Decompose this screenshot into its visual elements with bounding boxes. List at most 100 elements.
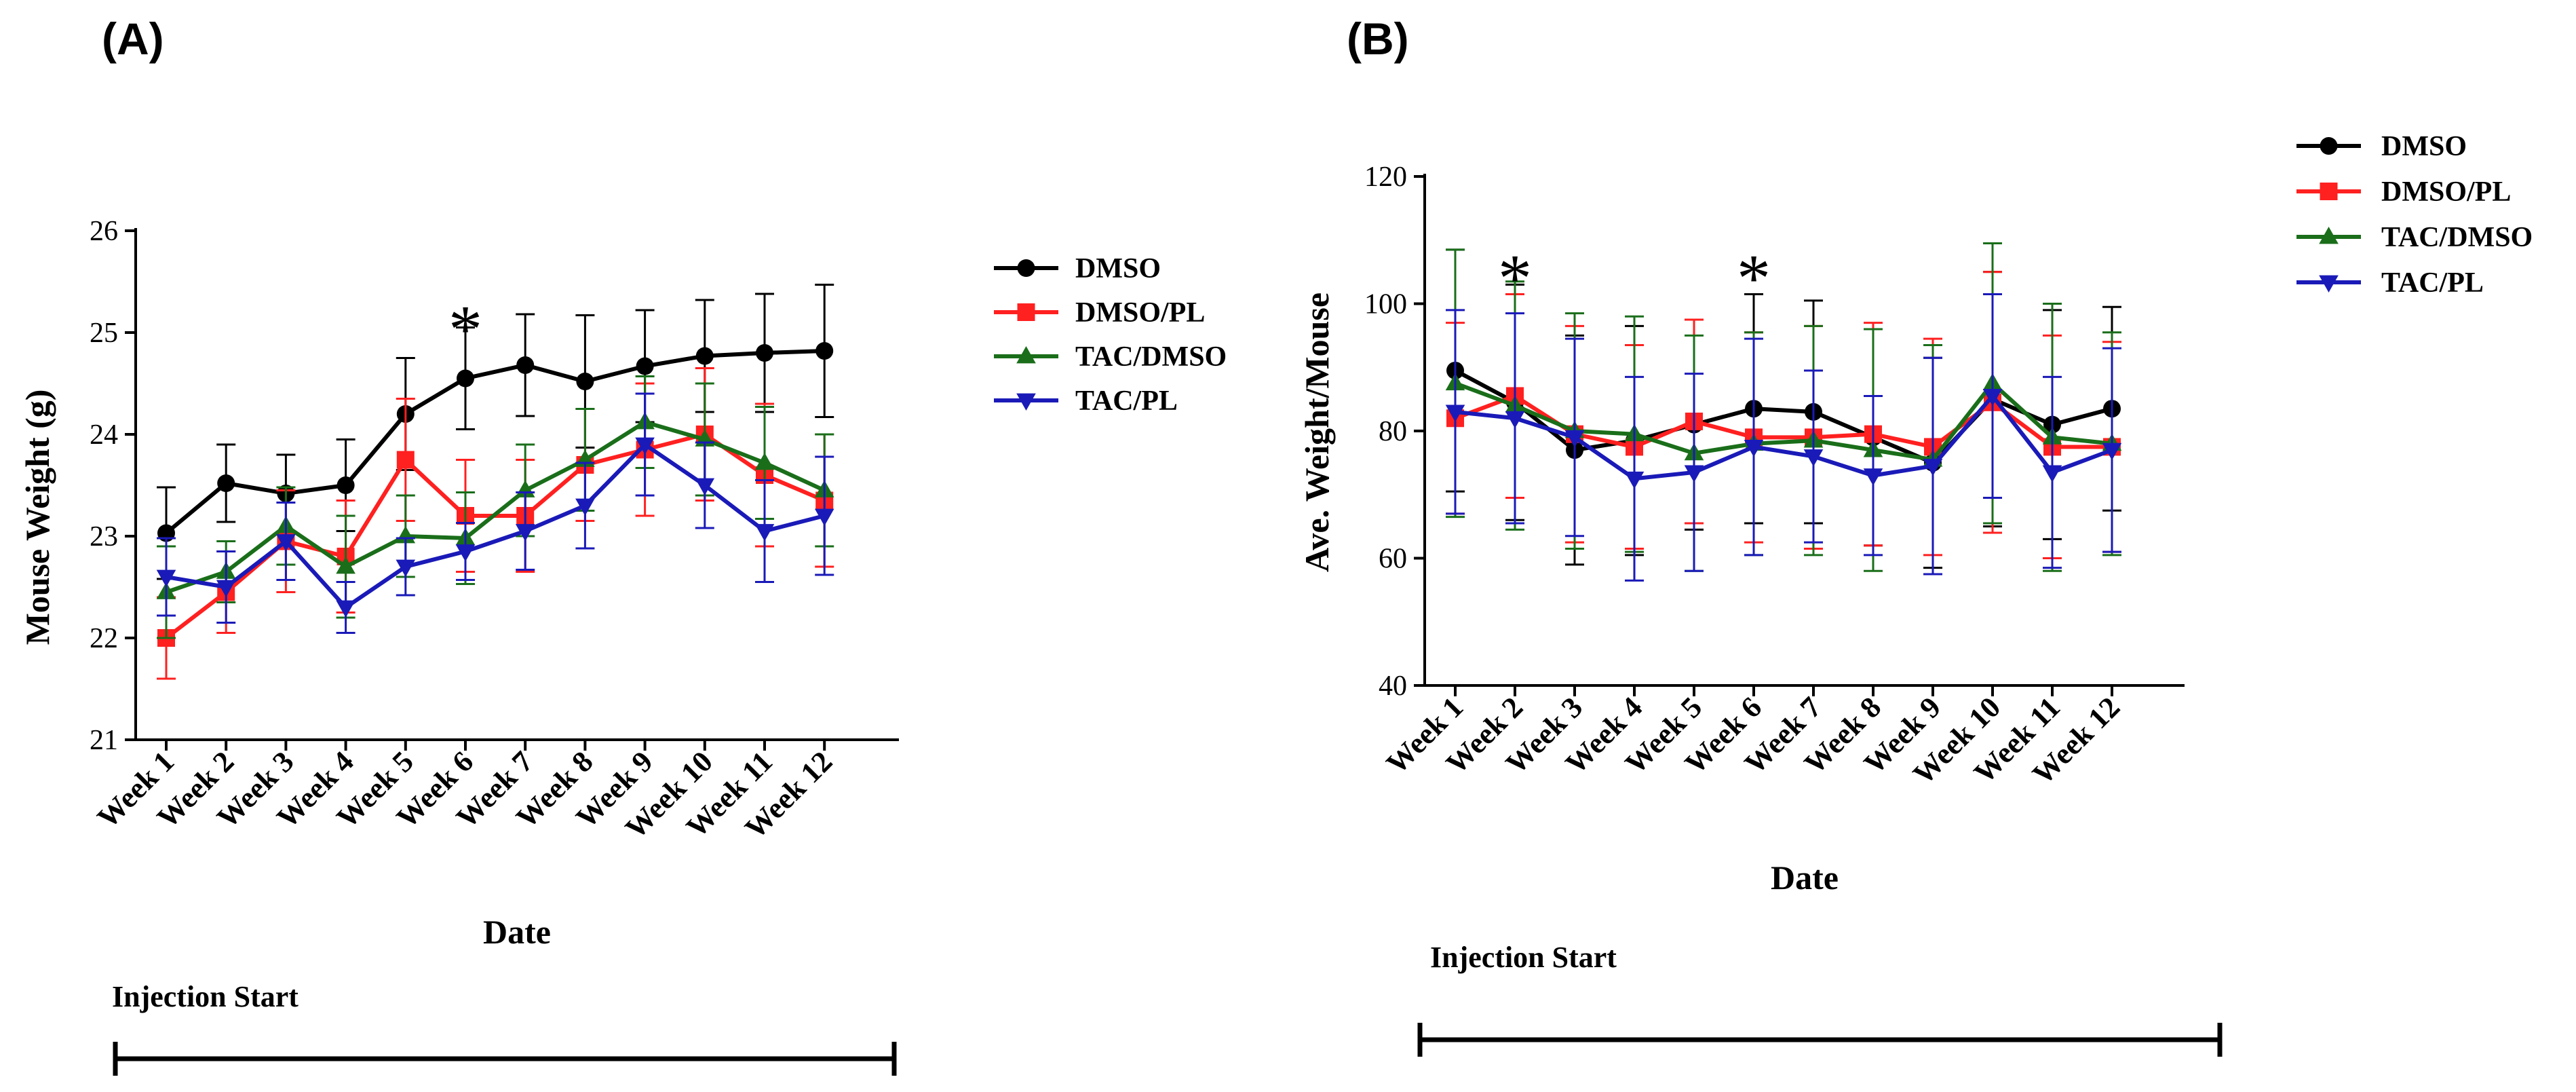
- panel-a-data-point: [754, 453, 775, 470]
- panel-a-legend-label: DMSO: [1075, 253, 1161, 284]
- panel-b-significance-star: *: [1737, 240, 1771, 316]
- panel-a-injection-label: Injection Start: [112, 980, 299, 1013]
- panel-a-y-tick-label: 24: [90, 419, 118, 451]
- panel-b-data-point: [2042, 465, 2062, 483]
- panel-b-series-dmso-pl: [1446, 271, 2121, 559]
- panel-b-injection-bar: [1417, 1023, 2223, 1057]
- panel-a-data-point: [756, 344, 773, 362]
- panel-a-legend: DMSO DMSO/PL TAC/DMSO TAC/PL: [994, 253, 1227, 417]
- panel-b-legend-label: TAC/PL: [2381, 267, 2484, 299]
- panel-a-y-tick-label: 23: [90, 521, 118, 552]
- panel-a-y-tick-label: 25: [90, 318, 118, 349]
- panel-b-series-line: [1454, 369, 2113, 466]
- panel-a-label: (A): [102, 14, 164, 64]
- panel-a-injection-bar: [113, 1042, 897, 1076]
- panel-a-legend-item: TAC/PL: [994, 385, 1178, 417]
- panel-b-x-title: Date: [1771, 859, 1839, 897]
- panel-b-y-title: Ave. Weight/Mouse: [1298, 293, 1336, 572]
- panel-a-legend-item: DMSO: [994, 253, 1161, 284]
- panel-a-y-tick-label: 22: [90, 623, 118, 654]
- panel-a-data-point: [337, 476, 355, 494]
- panel-b-legend-marker: [2320, 137, 2338, 155]
- panel-a-data-point: [815, 342, 834, 360]
- panel-b-data-point: [1863, 468, 1883, 486]
- panel-b-data-point: [1923, 459, 1943, 476]
- panel-a-y-title: Mouse Weight (g): [18, 390, 56, 645]
- panel-a-data-point: [276, 534, 296, 552]
- panel-b-data-point: [1505, 411, 1525, 429]
- panel-a-data-point: [336, 557, 355, 574]
- panel-a-data-point: [516, 356, 535, 374]
- panel-b-legend: DMSO DMSO/PL TAC/DMSO TAC/PL: [2296, 131, 2533, 299]
- panel-a-data-point: [336, 600, 355, 618]
- panel-a-data-point: [754, 524, 775, 542]
- panel-b-label: (B): [1347, 14, 1409, 64]
- panel-b-data-point: [1982, 389, 2003, 407]
- panel-b-y-tick-label: 40: [1379, 671, 1407, 702]
- panel-b-series-tac-pl: [1445, 293, 2122, 582]
- panel-a-data-point: [695, 478, 715, 495]
- panel-b-y-tick-label: 120: [1364, 162, 1407, 193]
- panel-a-series-dmso: [157, 284, 834, 580]
- panel-a-legend-marker: [1016, 393, 1036, 411]
- panel-a-series-line: [166, 419, 826, 595]
- panel-a-legend-label: TAC/PL: [1075, 385, 1178, 417]
- panel-b-significance-star: *: [1498, 240, 1532, 316]
- panel-a-data-point: [156, 569, 176, 587]
- panel-b-data-point: [1744, 440, 1764, 457]
- panel-a-data-point: [216, 580, 236, 597]
- panel-a-data-point: [636, 357, 654, 375]
- panel-b-legend-item: TAC/PL: [2296, 267, 2484, 299]
- panel-a-data-point: [635, 437, 655, 455]
- panel-a-data-point: [515, 524, 535, 542]
- panel-a-series-line: [165, 432, 826, 640]
- panel-a-series-tac-dmso: [156, 375, 834, 639]
- panel-a-legend-label: DMSO/PL: [1075, 297, 1205, 328]
- panel-b-legend-marker: [2319, 275, 2339, 293]
- panel-b-data-point: [2102, 443, 2122, 461]
- panel-a-series-line: [165, 349, 825, 535]
- panel-b-data-point: [1564, 430, 1585, 448]
- panel-a-legend-item: TAC/DMSO: [994, 341, 1227, 373]
- panel-a-data-point: [576, 373, 594, 390]
- panel-b-y-tick-label: 60: [1379, 544, 1407, 575]
- panel-a-data-point: [457, 369, 474, 388]
- panel-b-series-line: [1454, 380, 2113, 462]
- panel-b-y-tick-label: 100: [1364, 289, 1407, 320]
- panel-a-y-tick-label: 26: [90, 216, 118, 247]
- panel-a-legend-marker: [1016, 346, 1036, 364]
- panel-b-injection-label: Injection Start: [1430, 941, 1617, 974]
- panel-b-legend-label: DMSO/PL: [2381, 176, 2511, 208]
- panel-b-data-point: [1624, 471, 1645, 489]
- panel-a-data-point: [575, 498, 595, 516]
- panel-a-legend-item: DMSO/PL: [994, 297, 1205, 328]
- panel-a-series-tac-pl: [156, 392, 834, 634]
- panel-a-data-point: [695, 347, 714, 365]
- panel-a-legend-marker: [1017, 259, 1035, 277]
- panel-b-data-point: [1803, 449, 1824, 467]
- panel-a-legend-label: TAC/DMSO: [1075, 341, 1227, 373]
- panel-b-legend-marker: [2319, 227, 2339, 244]
- panel-a-data-point: [396, 451, 415, 469]
- panel-a-data-point: [455, 544, 476, 562]
- panel-a-series-line: [166, 442, 825, 610]
- panel-a-data-point: [217, 474, 235, 492]
- panel-a-series-dmso-pl: [157, 367, 834, 680]
- panel-b-y-tick-label: 80: [1379, 416, 1407, 447]
- panel-a-data-point: [396, 559, 416, 577]
- panel-b-legend-item: DMSO/PL: [2296, 176, 2511, 208]
- panel-b-legend-label: TAC/DMSO: [2381, 222, 2533, 253]
- panel-b-data-point: [1445, 404, 1465, 422]
- panel-b-data-point: [1684, 465, 1704, 483]
- panel-b-legend-item: TAC/DMSO: [2296, 222, 2533, 253]
- panel-a-data-point: [814, 508, 834, 526]
- panel-a-significance-star: *: [448, 291, 482, 366]
- panel-b-legend-marker: [2320, 183, 2338, 200]
- panel-a-x-title: Date: [483, 913, 551, 951]
- panel-a-y-tick-label: 21: [90, 725, 118, 756]
- panel-b-series-line: [1455, 392, 2113, 481]
